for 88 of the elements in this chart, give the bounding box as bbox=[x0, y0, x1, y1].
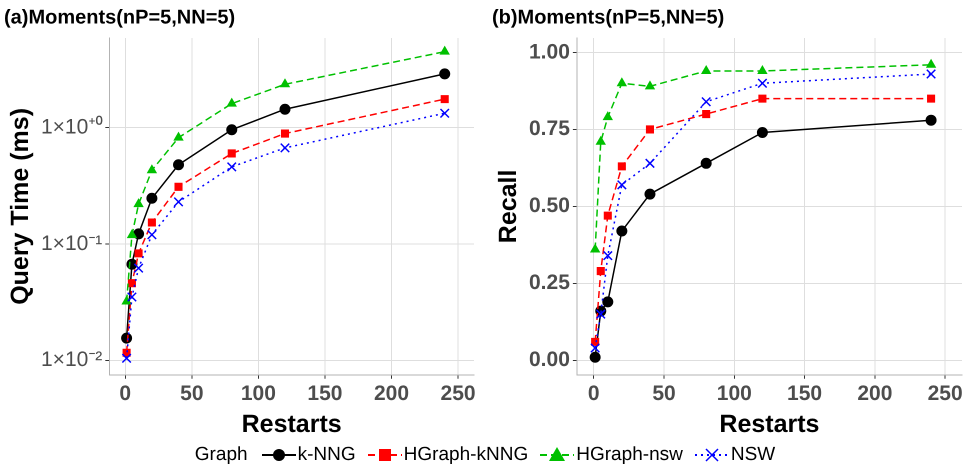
chart-title: (b)Moments(nP=5,NN=5) bbox=[492, 6, 724, 29]
x-tick-label: 150 bbox=[787, 382, 822, 406]
point bbox=[644, 158, 655, 168]
point bbox=[440, 46, 450, 55]
y-axis-title: Recall bbox=[494, 170, 522, 244]
point bbox=[174, 182, 183, 191]
point bbox=[146, 230, 157, 240]
point bbox=[173, 159, 184, 170]
point bbox=[602, 250, 613, 261]
point bbox=[926, 69, 936, 80]
x-tick-label: 150 bbox=[307, 382, 342, 406]
x-tick-label: 100 bbox=[240, 382, 276, 406]
point bbox=[228, 149, 236, 158]
y-tick-label: 1.00 bbox=[528, 40, 570, 64]
point bbox=[590, 343, 600, 354]
point bbox=[602, 112, 613, 120]
point bbox=[226, 124, 238, 136]
y-axis-title: Query Time (ms) bbox=[6, 108, 34, 305]
y-tick-label: 0.00 bbox=[528, 348, 570, 372]
point bbox=[646, 125, 654, 134]
legend-label: HGraph-nsw bbox=[576, 444, 683, 466]
point bbox=[616, 226, 628, 237]
point bbox=[926, 114, 937, 126]
point bbox=[758, 94, 766, 103]
point bbox=[174, 132, 184, 141]
point bbox=[146, 192, 158, 204]
point bbox=[440, 95, 449, 104]
point bbox=[127, 230, 137, 238]
y-tick-label: 0.50 bbox=[528, 194, 570, 218]
point bbox=[644, 188, 656, 200]
point bbox=[602, 296, 614, 308]
point bbox=[604, 212, 612, 220]
point bbox=[126, 292, 137, 302]
point bbox=[590, 352, 601, 363]
legend-label: HGraph-kNNG bbox=[404, 444, 528, 466]
legend-label: k-NNG bbox=[298, 444, 356, 466]
point bbox=[134, 263, 144, 274]
x-tick-label: 200 bbox=[374, 382, 409, 406]
point bbox=[596, 136, 606, 145]
point bbox=[758, 65, 768, 74]
point bbox=[701, 96, 712, 107]
point bbox=[439, 68, 450, 80]
point bbox=[596, 267, 605, 276]
point bbox=[174, 196, 184, 207]
point bbox=[279, 104, 290, 115]
point bbox=[122, 353, 132, 364]
x-axis-title: Restarts bbox=[242, 410, 342, 438]
y-tick-label: 0.25 bbox=[528, 271, 570, 294]
y-tick-label: 1×10⁻¹ bbox=[41, 232, 102, 255]
point bbox=[226, 162, 237, 172]
point bbox=[147, 164, 157, 174]
x-tick-label: 100 bbox=[716, 382, 752, 406]
point bbox=[617, 78, 627, 86]
point bbox=[702, 110, 710, 118]
x-tick-label: 50 bbox=[180, 382, 204, 406]
x-tick-label: 250 bbox=[928, 382, 963, 406]
point bbox=[927, 94, 936, 103]
point bbox=[122, 296, 132, 305]
x-axis-title: Restarts bbox=[719, 410, 820, 438]
point bbox=[148, 218, 156, 227]
point bbox=[280, 78, 290, 88]
point bbox=[134, 198, 144, 208]
point bbox=[757, 78, 768, 88]
point bbox=[645, 80, 655, 90]
x-tick-label: 0 bbox=[588, 382, 600, 406]
point bbox=[756, 127, 768, 138]
point bbox=[590, 244, 600, 252]
point bbox=[596, 309, 606, 320]
point bbox=[700, 158, 712, 169]
point bbox=[280, 142, 290, 153]
x-tick-label: 50 bbox=[652, 382, 676, 406]
chart-title: (a)Moments(nP=5,NN=5) bbox=[4, 6, 236, 29]
point bbox=[440, 108, 450, 118]
point bbox=[616, 180, 627, 190]
legend-label: NSW bbox=[730, 444, 776, 466]
point bbox=[926, 59, 936, 68]
y-tick-label: 1×10⁻² bbox=[41, 348, 102, 372]
point bbox=[134, 249, 143, 258]
x-tick-label: 0 bbox=[119, 382, 132, 406]
x-tick-label: 200 bbox=[857, 382, 892, 406]
point bbox=[226, 98, 237, 107]
point bbox=[701, 65, 712, 74]
y-tick-label: 1×10⁺⁰ bbox=[40, 115, 102, 138]
point bbox=[280, 130, 290, 138]
point bbox=[618, 162, 626, 170]
y-tick-label: 0.75 bbox=[528, 117, 570, 140]
legend-title: Graph bbox=[194, 444, 248, 466]
x-tick-label: 250 bbox=[440, 382, 476, 406]
